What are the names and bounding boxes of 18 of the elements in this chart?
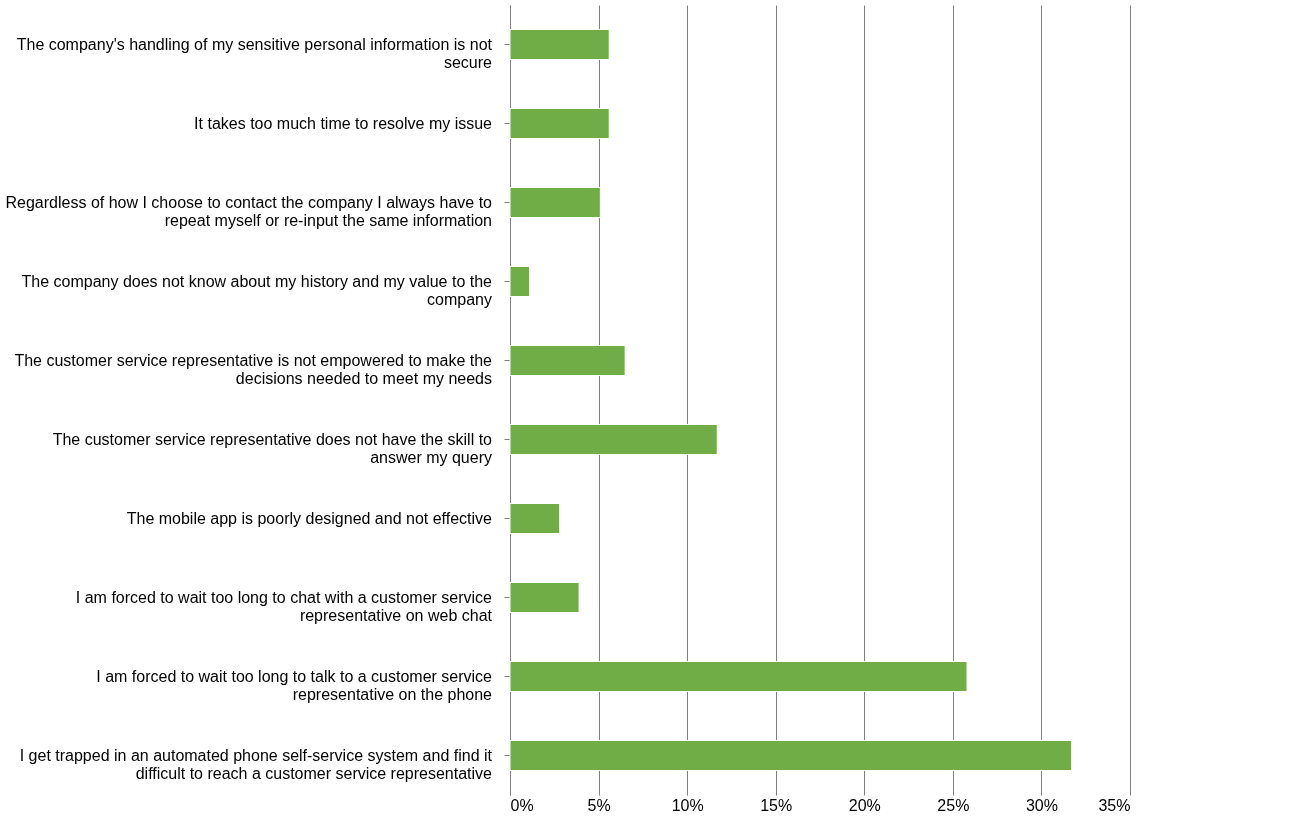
y-tick-label: It takes too much time to resolve my issue	[194, 114, 493, 132]
y-tick-label: I am forced to wait too long to chat with a customer service representative on web chat	[75, 588, 493, 624]
x-tick-label: 5%	[587, 796, 611, 814]
x-tick-label: 25%	[937, 796, 970, 814]
y-tick-label: The customer service representative is not empowered to make the decisions needed to meet my needs	[14, 351, 493, 387]
y-tick-label: I get trapped in an automated phone self-service system and find it difficult to reach a customer service representative	[19, 746, 493, 782]
y-tick-label: The customer service representative does not have the skill to answer my query	[52, 430, 493, 466]
y-tick-label: The company's handling of my sensitive personal information is not secure	[16, 35, 493, 71]
y-tick-label: Regardless of how I choose to contact the company I always have to repeat myself or re-input the same information	[5, 193, 493, 229]
x-tick-label: 20%	[848, 796, 881, 814]
x-tick-label: 0%	[510, 796, 534, 814]
y-tick-label: The mobile app is poorly designed and not effective	[126, 509, 493, 527]
y-tick-label: I am forced to wait too long to talk to a customer service representative on the phone	[96, 667, 493, 703]
y-tick-label: The company does not know about my history and my value to the company	[21, 272, 493, 308]
x-tick-label: 30%	[1025, 796, 1058, 814]
x-tick-label: 15%	[760, 796, 793, 814]
x-tick-label: 10%	[671, 796, 704, 814]
x-tick-label: 35%	[1098, 796, 1131, 814]
